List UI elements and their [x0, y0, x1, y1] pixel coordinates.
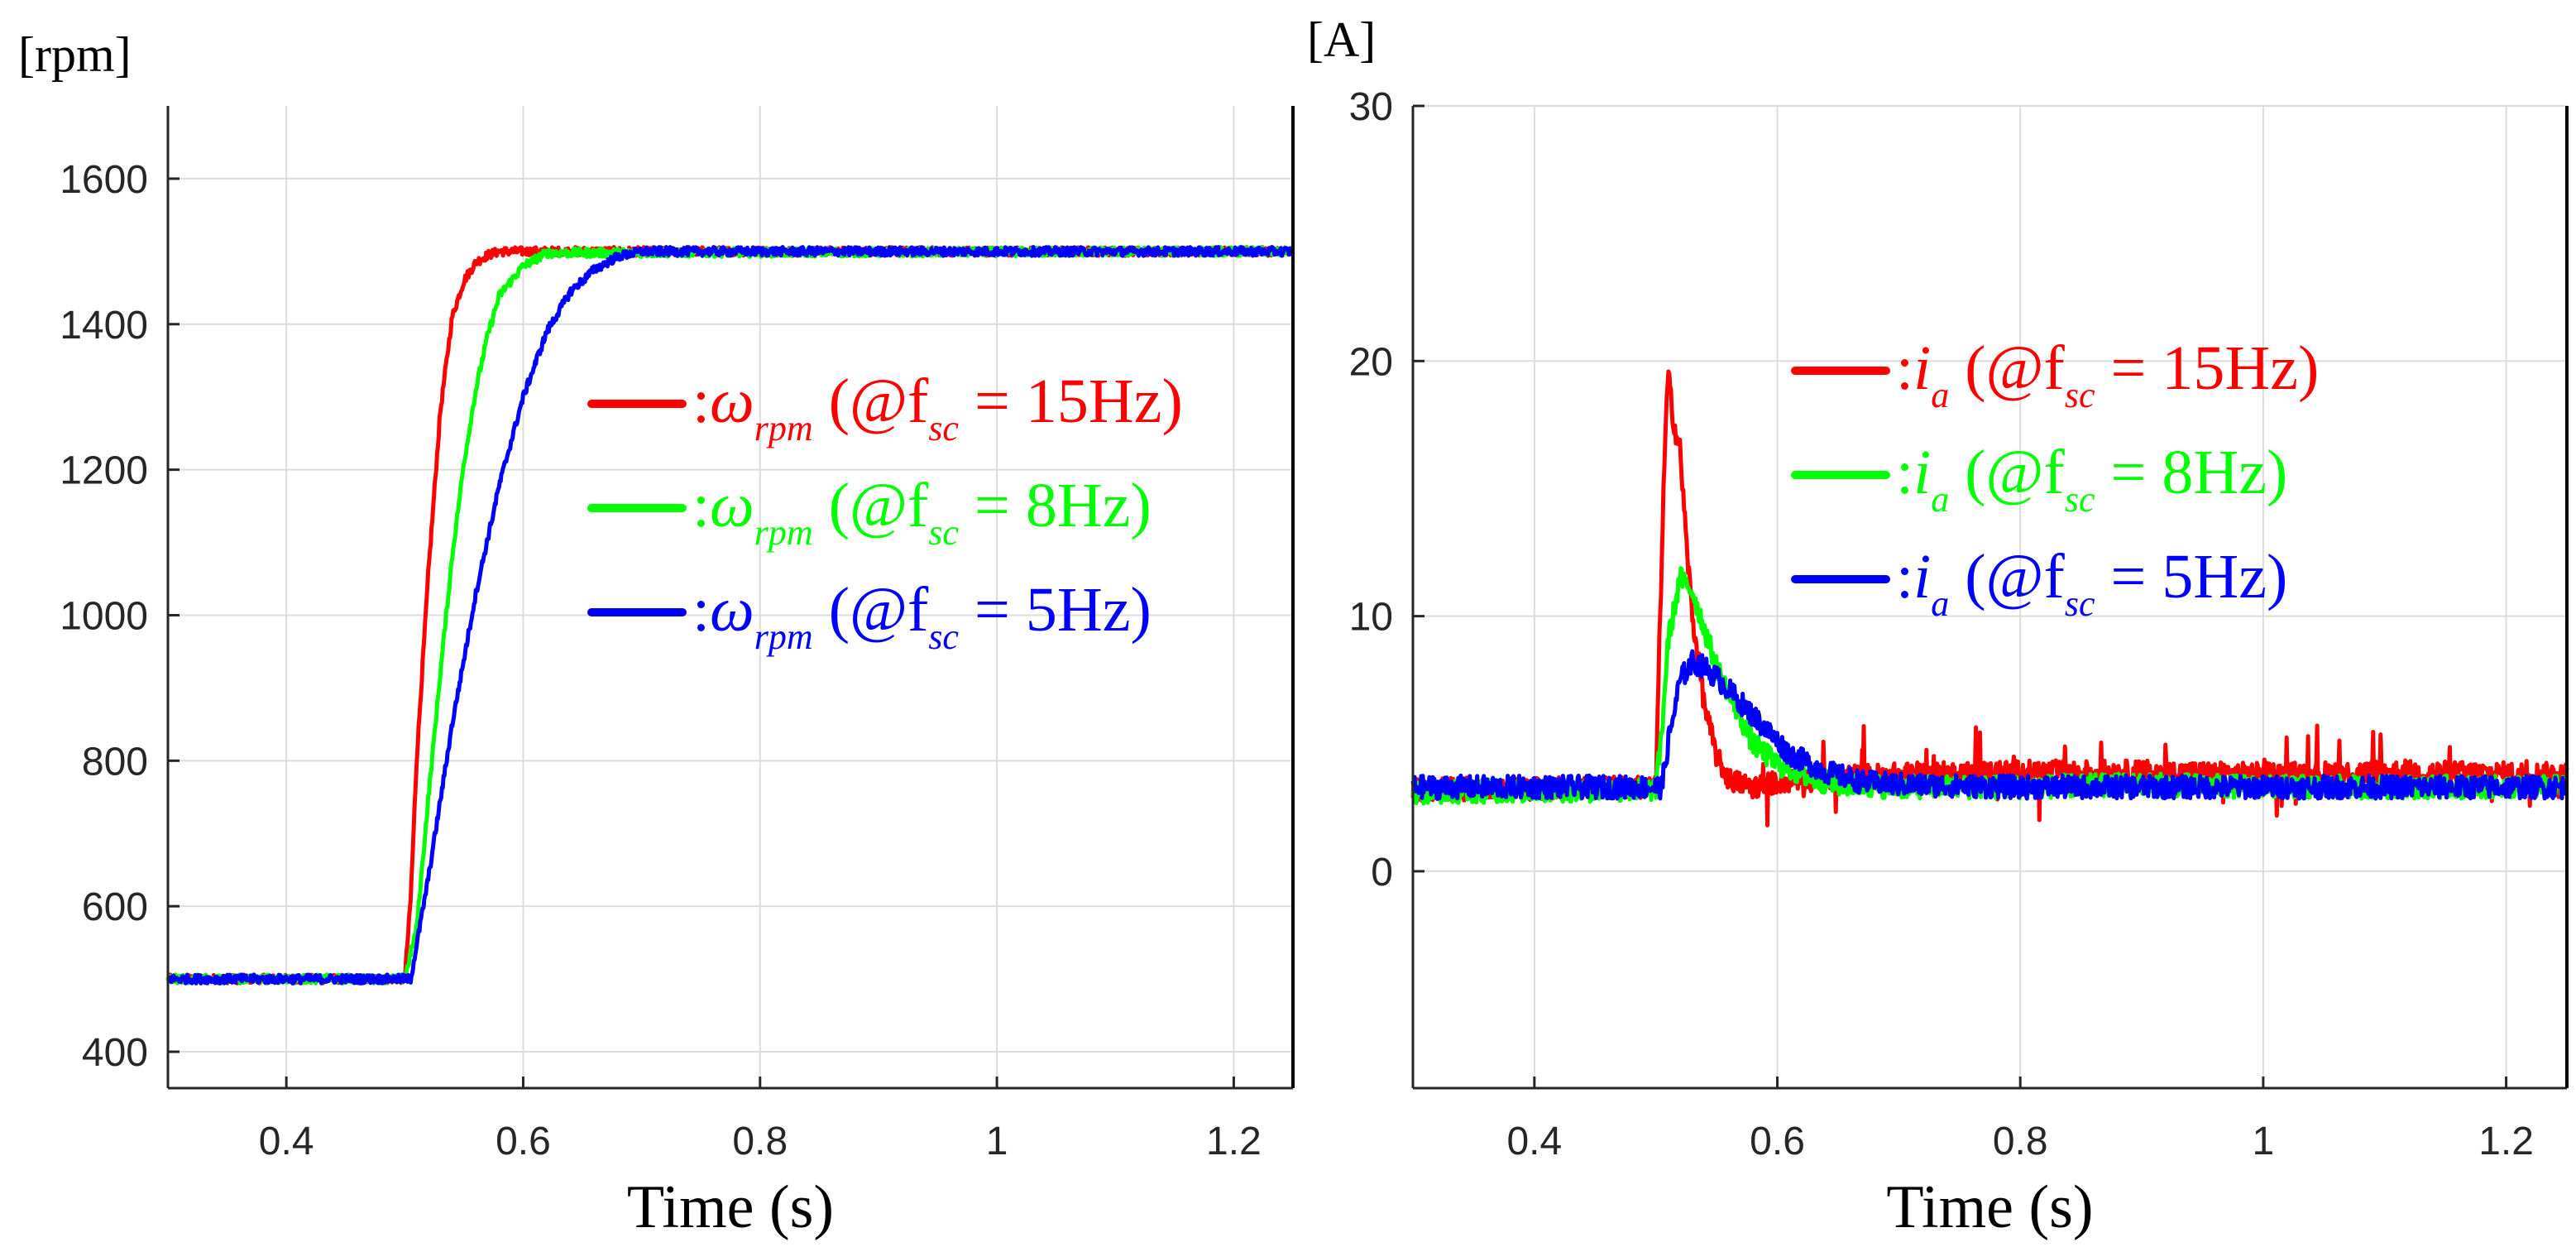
y-tick-label: 10 — [1349, 596, 1393, 640]
legend: :ωrpm (@fsc = 15Hz) :ωrpm (@fsc = 8Hz) :ωr… — [587, 367, 1183, 657]
legend-entry-2: :ia (@fsc = 8Hz) — [1896, 438, 2287, 520]
legend-entry-3: :ia (@fsc = 5Hz) — [1896, 542, 2287, 624]
x-tick-label: 0.6 — [1750, 1120, 1805, 1163]
legend-entry-1: :ia (@fsc = 15Hz) — [1896, 333, 2319, 415]
x-tick-label: 0.4 — [1506, 1120, 1562, 1163]
x-tick-label: 0.8 — [1993, 1120, 2048, 1163]
y-tick-label: 1200 — [60, 449, 148, 493]
y-tick-label: 1400 — [60, 304, 148, 348]
y-tick-label: 800 — [82, 740, 148, 784]
y-tick-label: 20 — [1349, 340, 1393, 384]
x-tick-label: 1.2 — [2478, 1120, 2534, 1163]
panel-rpm: 0.4 0.6 0.8 1 1.2 400 600 800 1000 1200 1400 1600 [r… — [18, 27, 1295, 1241]
y-tick-label: 1000 — [60, 594, 148, 638]
y-axis-unit-label: [A] — [1307, 12, 1376, 67]
series-line-3 — [166, 245, 1295, 986]
x-axis-label: Time (s) — [627, 1173, 834, 1241]
y-tick-label: 1600 — [60, 158, 148, 202]
x-tick-label: 0.8 — [732, 1120, 788, 1163]
legend: :ia (@fsc = 15Hz) :ia (@fsc = 8Hz) :ia (@f… — [1791, 333, 2319, 624]
panel-current: 0.4 0.6 0.8 1 1.2 0 10 20 30 [A] Time (s) :ia (@fsc… — [1307, 12, 2569, 1241]
legend-entry-2: :ωrpm (@fsc = 8Hz) — [692, 471, 1152, 553]
x-tick-label: 0.6 — [496, 1120, 551, 1163]
y-tick-label: 30 — [1349, 85, 1393, 129]
x-axis-label: Time (s) — [1886, 1173, 2093, 1241]
y-axis-unit-label: [rpm] — [18, 27, 132, 82]
legend-entry-1: :ωrpm (@fsc = 15Hz) — [692, 367, 1183, 448]
y-tick-label: 0 — [1371, 851, 1393, 894]
y-tick-label: 600 — [82, 885, 148, 929]
x-tick-label: 1 — [986, 1120, 1008, 1163]
x-tick-label: 1 — [2253, 1120, 2275, 1163]
y-tick-label: 400 — [82, 1031, 148, 1075]
legend-entry-3: :ωrpm (@fsc = 5Hz) — [692, 575, 1152, 657]
series-line-3 — [1410, 649, 2569, 801]
x-tick-label: 1.2 — [1206, 1120, 1262, 1163]
x-tick-label: 0.4 — [259, 1120, 314, 1163]
